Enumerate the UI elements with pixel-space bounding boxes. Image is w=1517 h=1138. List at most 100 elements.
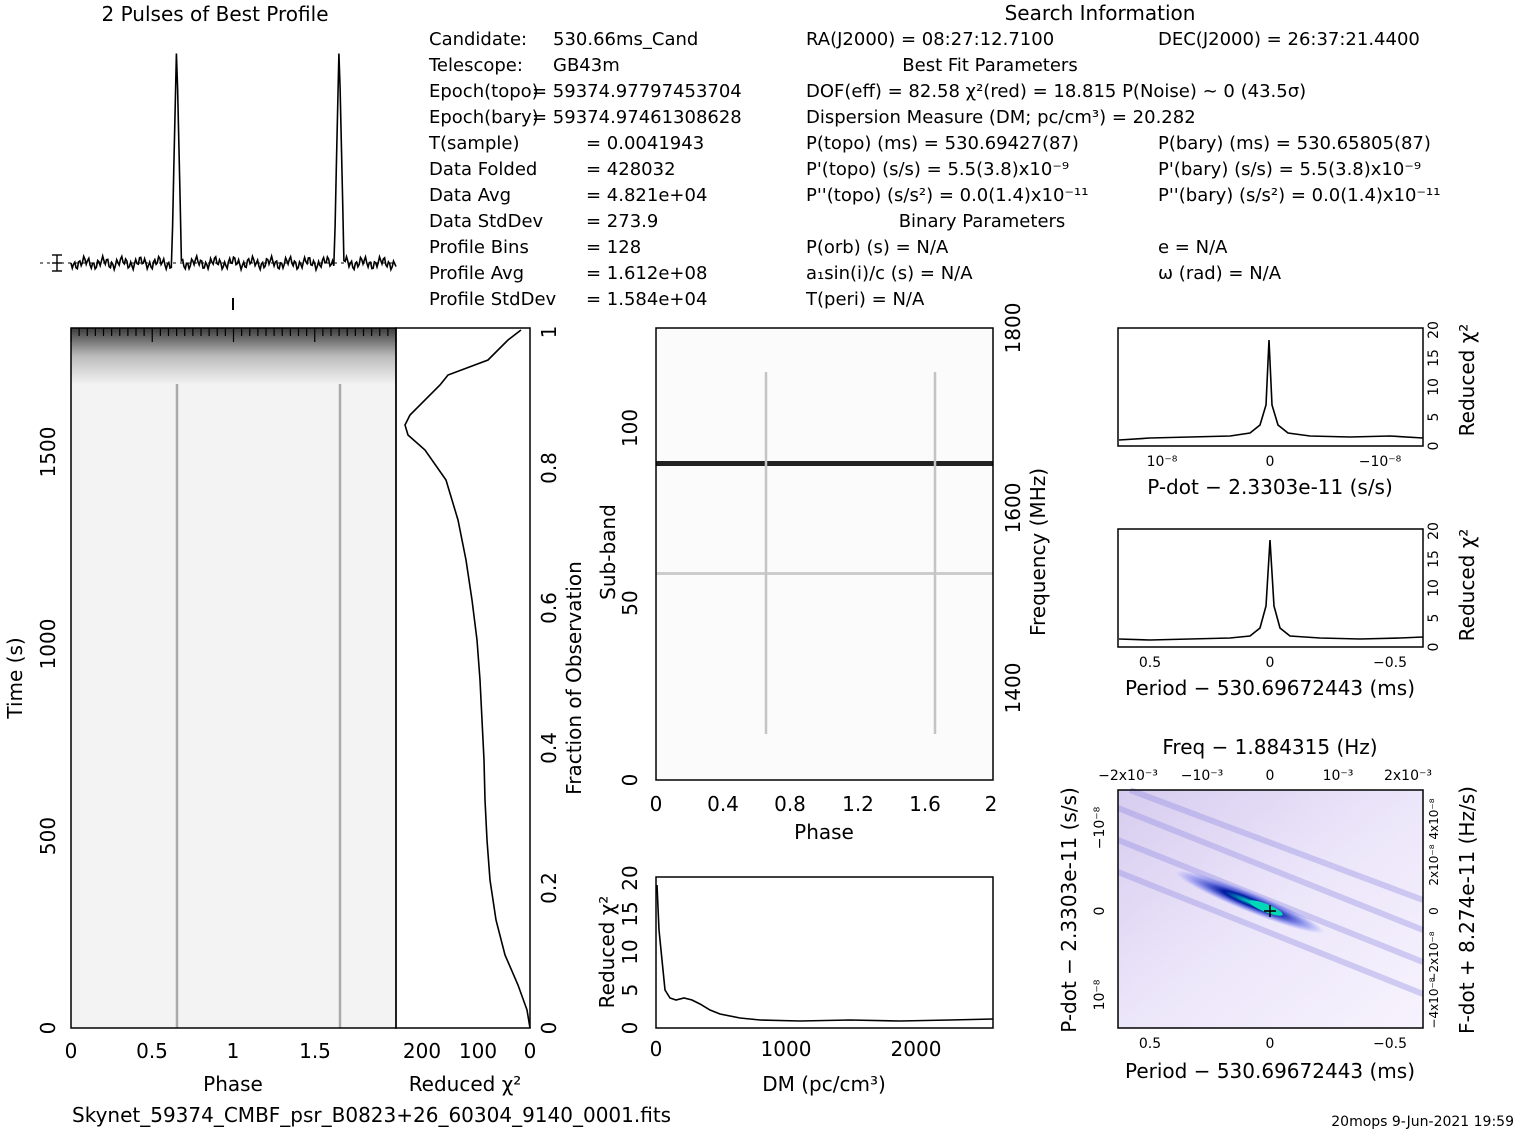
ct-ytick-2: 0.4 <box>537 732 561 764</box>
tp-ytick-3: 1500 <box>36 427 60 478</box>
ct-ytick-3: 0.6 <box>537 592 561 624</box>
cand-label-8: Profile Bins <box>429 237 529 258</box>
ptopo-line: P(topo) (ms) = 530.69427(87) <box>806 133 1079 154</box>
ecc-line: e = N/A <box>1158 237 1228 258</box>
pc-ylabel: Reduced χ² <box>1455 529 1479 642</box>
tp-xtick-2: 1 <box>227 1039 240 1063</box>
sb-xtick-3: 1.2 <box>842 792 874 816</box>
pp-ytick-0: 10⁻⁸ <box>1092 979 1108 1010</box>
pp-ylabel: P-dot − 2.3303e-11 (s/s) <box>1057 787 1081 1033</box>
dof-line: DOF(eff) = 82.58 χ²(red) = 18.815 P(Nois… <box>806 81 1306 102</box>
porb-line: P(orb) (s) = N/A <box>806 237 949 258</box>
cand-value-8: = 128 <box>586 237 641 258</box>
pp-xtop-4: 2x10⁻³ <box>1384 768 1432 784</box>
sb-xtick-5: 2 <box>985 792 998 816</box>
sb-ytick-r-2: 1800 <box>1001 303 1025 354</box>
dm-xtick-0: 0 <box>650 1037 663 1061</box>
pp-xtick-1: 0 <box>1266 1036 1275 1052</box>
cand-value-7: = 273.9 <box>586 211 658 232</box>
pd-ytick-0: 0 <box>1426 442 1442 451</box>
ct-xlabel: Reduced χ² <box>409 1072 522 1096</box>
cand-value-6: = 4.821e+04 <box>586 185 707 206</box>
pp-ytick-1: 0 <box>1092 907 1108 916</box>
pp-ytick-r-2: 0 <box>1427 907 1441 915</box>
time-phase-plot: 0 0.5 1 1.5 0 500 1000 1500 Phase Time (… <box>3 327 397 1096</box>
chi-time-plot: 200 100 0 Reduced χ² 0 0.2 0.4 0.6 0.8 1… <box>395 326 586 1096</box>
cand-value-2: = 59374.97797453704 <box>532 81 742 102</box>
cand-label-1: Telescope: <box>428 55 523 76</box>
dm-ylabel: Reduced χ² <box>595 896 619 1009</box>
period-chi-plot: 0.5 0 −0.5 Period − 530.69672443 (ms) 0 … <box>1117 522 1479 700</box>
search-info: Search Information RA(J2000) = 08:27:12.… <box>805 1 1440 310</box>
chi-time-curve <box>404 329 531 1029</box>
dm-xtick-2: 2000 <box>891 1037 942 1061</box>
pp-ytick-2: −10⁻⁸ <box>1092 806 1108 849</box>
sb-xtick-1: 0.4 <box>707 792 739 816</box>
tp-ytick-0: 0 <box>36 1022 60 1035</box>
dm-chi-plot: 0 1000 2000 DM (pc/cm³) 0 5 10 15 20 Red… <box>595 865 994 1096</box>
dm-xlabel: DM (pc/cm³) <box>762 1072 886 1096</box>
sb-ylabel-right: Frequency (MHz) <box>1026 468 1050 636</box>
cand-value-5: = 428032 <box>586 159 676 180</box>
pp-ytick-r-0: −4x10⁻⁸ <box>1427 977 1441 1028</box>
pd-xlabel: P-dot − 2.3303e-11 (s/s) <box>1147 475 1393 499</box>
tp-xlabel: Phase <box>203 1072 263 1096</box>
cand-label-2: Epoch(topo) <box>429 81 539 102</box>
pp-crosshair <box>1264 905 1276 917</box>
ct-ytick-0: 0 <box>537 1022 561 1035</box>
profile-errorbar <box>52 254 62 272</box>
ra-value: RA(J2000) = 08:27:12.7100 <box>806 29 1054 50</box>
profile-plot <box>40 53 397 310</box>
ct-ylabel: Fraction of Observation <box>562 561 586 795</box>
a1-line: a₁sin(i)/c (s) = N/A <box>806 263 973 284</box>
cand-value-9: = 1.612e+08 <box>586 263 707 284</box>
pc-ytick-0: 0 <box>1426 643 1442 652</box>
sb-xtick-0: 0 <box>650 792 663 816</box>
sb-xtick-2: 0.8 <box>774 792 806 816</box>
pd-xtick-2: −10⁻⁸ <box>1359 454 1402 470</box>
cand-label-3: Epoch(bary) <box>429 107 539 128</box>
tp-xtick-3: 1.5 <box>299 1039 331 1063</box>
pp-xtop-1: −10⁻³ <box>1181 768 1224 784</box>
dm-line: Dispersion Measure (DM; pc/cm³) = 20.282 <box>806 107 1196 128</box>
ct-xtick-1: 100 <box>459 1039 497 1063</box>
pd-ytick-2: 10 <box>1426 378 1442 396</box>
ct-xtick-0: 200 <box>403 1039 441 1063</box>
period-chi-curve <box>1118 539 1424 641</box>
profile-curve <box>70 53 397 273</box>
ct-ytick-4: 0.8 <box>537 452 561 484</box>
cand-label-10: Profile StdDev <box>429 289 557 310</box>
ppdot-plot: Freq − 1.884315 (Hz) −2x10⁻³ −10⁻³ 0 10⁻… <box>1057 735 1479 1083</box>
ct-ytick-1: 0.2 <box>537 872 561 904</box>
dm-ytick-4: 20 <box>618 865 642 890</box>
search-title: Search Information <box>1005 1 1196 25</box>
pbary-line: P(bary) (ms) = 530.65805(87) <box>1158 133 1431 154</box>
sb-xtick-4: 1.6 <box>909 792 941 816</box>
candidate-info: Candidate: 530.66ms_Cand Telescope: GB43… <box>428 29 742 310</box>
cand-label-0: Candidate: <box>429 29 527 50</box>
pd-xtick-1: 0 <box>1266 454 1275 470</box>
pdbary-line: P'(bary) (s/s) = 5.5(3.8)x10⁻⁹ <box>1158 159 1421 180</box>
pddbary-line: P''(bary) (s/s²) = 0.0(1.4)x10⁻¹¹ <box>1158 185 1440 206</box>
pp-peak-core <box>1249 900 1283 916</box>
cand-label-6: Data Avg <box>429 185 511 206</box>
dm-ytick-1: 5 <box>618 984 642 997</box>
cand-value-4: = 0.0041943 <box>586 133 704 154</box>
pc-ytick-1: 5 <box>1426 614 1442 623</box>
pp-title: Freq − 1.884315 (Hz) <box>1162 735 1377 759</box>
pp-xlabel: Period − 530.69672443 (ms) <box>1125 1059 1415 1083</box>
pc-xtick-1: 0 <box>1266 655 1275 671</box>
tp-xtick-0: 0 <box>65 1039 78 1063</box>
tperi-line: T(peri) = N/A <box>805 289 925 310</box>
tp-ylabel: Time (s) <box>3 637 27 719</box>
pddtopo-line: P''(topo) (s/s²) = 0.0(1.4)x10⁻¹¹ <box>806 185 1088 206</box>
cand-label-5: Data Folded <box>429 159 537 180</box>
cand-label-7: Data StdDev <box>429 211 544 232</box>
dm-xtick-1: 1000 <box>761 1037 812 1061</box>
dm-chi-curve <box>656 884 994 1022</box>
pc-xlabel: Period − 530.69672443 (ms) <box>1125 676 1415 700</box>
pp-xtop-2: 0 <box>1266 768 1275 784</box>
time-phase-ticks <box>70 328 397 342</box>
pc-xtick-0: 0.5 <box>1139 655 1161 671</box>
best-fit-title: Best Fit Parameters <box>902 55 1077 76</box>
